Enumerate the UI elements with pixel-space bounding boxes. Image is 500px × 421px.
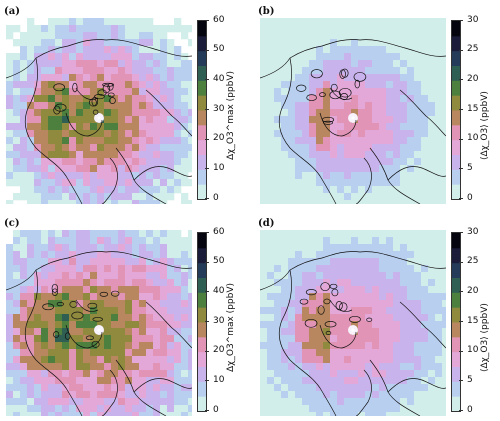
colorbar-tickmark: [459, 49, 463, 51]
colorbar-label: ⟨Δχ_O3⟩ (ppbV): [480, 91, 490, 160]
colorbar-label: Δχ_O3^max (ppbV): [226, 283, 236, 372]
colorbar-tick-label: 30: [467, 14, 479, 25]
colorbar: [197, 20, 207, 200]
colorbar-tickmark: [459, 380, 463, 382]
colorbar-tickmark: [459, 20, 463, 21]
colorbar-tickmark: [205, 321, 209, 322]
colorbar-tick-label: 40: [213, 73, 225, 84]
coastline: [6, 39, 192, 204]
colorbar-tickmark: [459, 109, 463, 110]
colorbar-tickmark: [459, 79, 463, 81]
colorbar-tick-label: 20: [213, 345, 225, 356]
panel-label: (a): [4, 6, 20, 17]
data-grid: [6, 230, 192, 416]
colorbar-label: ⟨Δχ_O3⟩ (ppbV): [480, 303, 490, 372]
colorbar-tickmark: [459, 138, 463, 140]
colorbar-tick-label: 10: [213, 374, 225, 385]
colorbar-tick-label: 30: [213, 103, 225, 114]
colorbar-tick-label: 20: [467, 285, 479, 296]
colorbar-tickmark: [459, 291, 463, 293]
colorbar-tickmark: [459, 232, 463, 233]
colorbar-tick-label: 50: [213, 44, 225, 55]
colorbar-tick-label: 60: [213, 226, 225, 237]
colorbar: [451, 20, 461, 200]
colorbar-tickmark: [205, 168, 209, 170]
colorbar-tick-label: 0: [213, 404, 219, 415]
colorbar-tickmark: [205, 350, 209, 352]
colorbar-tick-label: 20: [467, 73, 479, 84]
colorbar-tickmark: [205, 232, 209, 233]
coastline: [260, 39, 446, 204]
colorbar-tick-label: 10: [213, 162, 225, 173]
colorbar-tick-label: 0: [467, 404, 473, 415]
colorbar-tick-label: 25: [467, 256, 479, 267]
colorbar-tickmark: [459, 198, 463, 199]
colorbar-tick-label: 30: [467, 226, 479, 237]
colorbar-tickmark: [459, 168, 463, 170]
colorbar-tickmark: [205, 79, 209, 81]
coastline: [260, 251, 446, 416]
colorbar-tickmark: [205, 138, 209, 140]
colorbar: [451, 232, 461, 412]
colorbar-tick-label: 20: [213, 133, 225, 144]
colorbar-tickmark: [459, 261, 463, 263]
colorbar-tickmark: [459, 350, 463, 352]
colorbar-tickmark: [205, 380, 209, 382]
colorbar-tickmark: [459, 410, 463, 411]
colorbar-tickmark: [205, 20, 209, 21]
colorbar: [197, 232, 207, 412]
colorbar-tick-label: 5: [467, 374, 473, 385]
colorbar-tick-label: 15: [467, 103, 479, 114]
colorbar-tickmark: [205, 198, 209, 199]
colorbar-tick-label: 0: [213, 192, 219, 203]
colorbar-tick-label: 25: [467, 44, 479, 55]
colorbar-tickmark: [205, 261, 209, 263]
coastline: [6, 251, 192, 416]
colorbar-tick-label: 15: [467, 315, 479, 326]
colorbar-tick-label: 10: [467, 345, 479, 356]
polar-map: [260, 230, 446, 416]
colorbar-tickmark: [459, 321, 463, 322]
colorbar-tick-label: 40: [213, 285, 225, 296]
panel-label: (d): [258, 218, 275, 229]
data-grid: [260, 230, 446, 416]
polar-map: [6, 230, 192, 416]
data-grid: [6, 18, 192, 204]
colorbar-tickmark: [205, 410, 209, 411]
colorbar-tickmark: [205, 109, 209, 110]
colorbar-tick-label: 10: [467, 133, 479, 144]
panel-label: (b): [258, 6, 275, 17]
colorbar-tick-label: 60: [213, 14, 225, 25]
polar-map: [260, 18, 446, 204]
panel-label: (c): [4, 218, 20, 229]
colorbar-tick-label: 50: [213, 256, 225, 267]
colorbar-tickmark: [205, 291, 209, 293]
colorbar-tick-label: 30: [213, 315, 225, 326]
colorbar-tick-label: 5: [467, 162, 473, 173]
colorbar-label: Δχ_O3^max (ppbV): [226, 71, 236, 160]
colorbar-tickmark: [205, 49, 209, 51]
data-grid: [260, 18, 446, 204]
polar-map: [6, 18, 192, 204]
colorbar-tick-label: 0: [467, 192, 473, 203]
